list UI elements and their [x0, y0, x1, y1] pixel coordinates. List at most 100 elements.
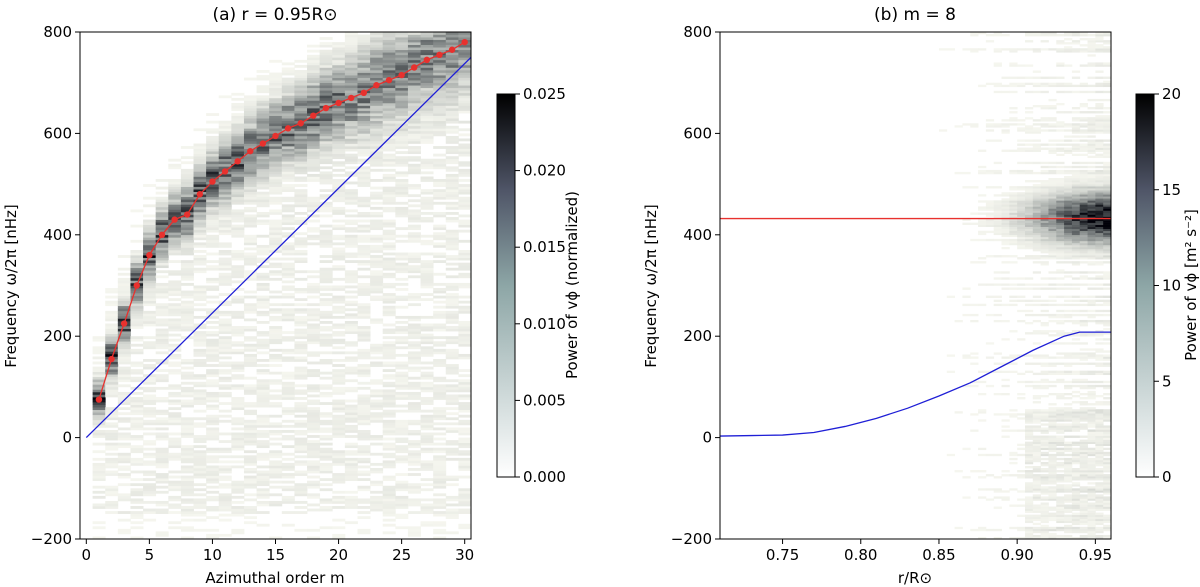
heatmap-cell: [1032, 415, 1042, 418]
heatmap-cell: [395, 305, 409, 309]
heatmap-cell: [218, 326, 232, 329]
heatmap-cell: [382, 232, 396, 236]
heatmap-cell: [193, 211, 207, 215]
heatmap-cell: [256, 250, 270, 253]
heatmap-cell: [382, 72, 396, 76]
heatmap-cell: [357, 260, 371, 263]
heatmap-cell: [344, 194, 358, 198]
heatmap-cell: [92, 412, 106, 416]
heatmap-cell: [357, 255, 371, 258]
heatmap-cell: [420, 366, 434, 370]
heatmap-cell: [382, 168, 396, 172]
heatmap-cell: [105, 511, 119, 514]
heatmap-cell: [1040, 482, 1049, 485]
heatmap-cell: [407, 432, 421, 436]
heatmap-cell: [1079, 455, 1088, 459]
heatmap-cell: [357, 288, 371, 291]
heatmap-cell: [206, 516, 220, 520]
heatmap-cell: [1071, 508, 1081, 511]
heatmap-cell: [407, 252, 421, 256]
heatmap-cell: [243, 184, 257, 187]
heatmap-cell: [1064, 287, 1073, 290]
heatmap-cell: [395, 115, 409, 119]
heatmap-cell: [344, 52, 358, 56]
heatmap-cell: [218, 338, 232, 342]
heatmap-cell: [1087, 431, 1096, 434]
heatmap-cell: [243, 356, 257, 360]
heatmap-cell: [344, 80, 358, 83]
heatmap-cell: [294, 488, 308, 492]
heatmap-cell: [168, 179, 182, 182]
heatmap-cell: [458, 82, 471, 86]
heatmap-cell: [1095, 275, 1104, 278]
heatmap-cell: [370, 57, 384, 61]
heatmap-cell: [458, 353, 471, 357]
heatmap-cell: [445, 300, 459, 304]
heatmap-cell: [395, 265, 409, 269]
heatmap-cell: [332, 257, 346, 261]
heatmap-cell: [218, 148, 232, 152]
heatmap-cell: [445, 125, 459, 129]
heatmap-cell: [395, 194, 409, 198]
heatmap-cell: [143, 257, 157, 261]
heatmap-cell: [1040, 443, 1049, 447]
heatmap-cell: [445, 244, 459, 248]
heatmap-cell: [105, 338, 119, 342]
heatmap-cell: [92, 470, 106, 474]
heatmap-cell: [319, 315, 333, 319]
heatmap-cell: [180, 171, 194, 175]
heatmap-cell: [231, 186, 245, 190]
heatmap-cell: [180, 326, 194, 329]
heatmap-cell: [1087, 246, 1096, 250]
heatmap-cell: [256, 244, 270, 248]
heatmap-cell: [382, 64, 396, 68]
heatmap-cell: [281, 135, 295, 139]
heatmap-cell: [1103, 486, 1111, 489]
heatmap-cell: [382, 148, 396, 152]
heatmap-cell: [143, 227, 157, 231]
heatmap-cell: [269, 105, 283, 109]
heatmap-cell: [218, 379, 232, 383]
heatmap-cell: [1056, 506, 1065, 509]
heatmap-cell: [344, 161, 358, 165]
heatmap-cell: [1079, 210, 1088, 213]
heatmap-cell: [1064, 238, 1073, 242]
heatmap-cell: [458, 138, 471, 142]
heatmap-cell: [1064, 255, 1073, 258]
heatmap-cell: [445, 389, 459, 393]
heatmap-cell: [307, 62, 321, 66]
heatmap-cell: [357, 47, 371, 51]
heatmap-cell: [382, 328, 396, 332]
heatmap-cell: [218, 440, 232, 443]
heatmap-cell: [433, 473, 447, 476]
heatmap-cell: [344, 470, 358, 474]
heatmap-cell: [319, 300, 333, 304]
heatmap-cell: [92, 465, 106, 469]
heatmap-cell: [332, 82, 346, 86]
heatmap-cell: [1087, 459, 1096, 463]
heatmap-cell: [92, 346, 106, 350]
heatmap-cell: [294, 528, 308, 532]
heatmap-cell: [458, 239, 471, 243]
heatmap-cell: [420, 397, 434, 400]
heatmap-cell: [357, 331, 371, 334]
heatmap-cell: [1064, 242, 1073, 246]
heatmap-cell: [1064, 216, 1073, 219]
heatmap-cell: [344, 87, 358, 91]
panel-a-colorbar: [496, 93, 516, 478]
heatmap-cell: [1103, 234, 1111, 238]
y-tick-label: 400: [43, 226, 72, 244]
heatmap-cell: [256, 343, 270, 347]
heatmap-cell: [1024, 236, 1034, 240]
heatmap-cell: [281, 315, 295, 319]
heatmap-cell: [180, 386, 194, 390]
heatmap-cell: [370, 123, 384, 127]
heatmap-cell: [105, 303, 119, 307]
heatmap-cell: [1087, 277, 1096, 280]
heatmap-cell: [1040, 234, 1049, 238]
heatmap-cell: [243, 146, 257, 149]
heatmap-cell: [1103, 386, 1111, 390]
heatmap-cell: [433, 72, 447, 76]
heatmap-cell: [143, 366, 157, 370]
heatmap-cell: [1095, 354, 1104, 357]
